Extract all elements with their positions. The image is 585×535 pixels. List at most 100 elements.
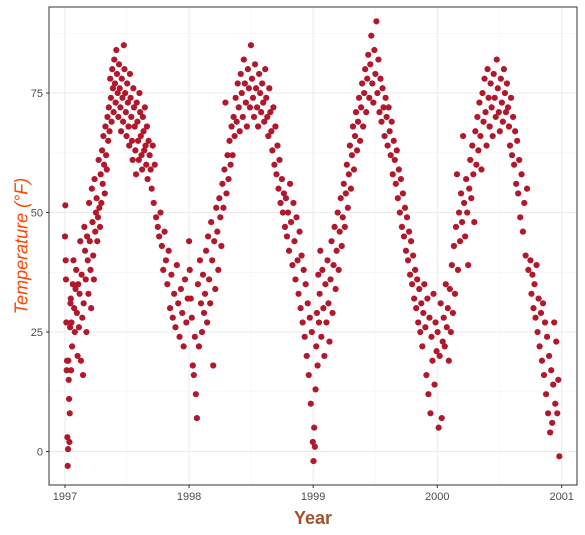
data-point	[490, 70, 497, 78]
data-point	[120, 42, 127, 49]
data-point	[541, 319, 549, 326]
data-point	[211, 238, 218, 245]
data-point	[290, 199, 297, 207]
data-point	[253, 104, 261, 111]
data-point	[149, 142, 156, 149]
data-point	[378, 118, 385, 125]
data-point	[73, 266, 80, 273]
data-point	[238, 89, 245, 97]
data-point	[197, 300, 205, 307]
data-point	[315, 271, 322, 278]
data-point	[311, 424, 318, 431]
data-point	[64, 434, 71, 441]
data-point	[318, 333, 325, 340]
data-point	[555, 376, 562, 383]
data-point	[90, 276, 97, 283]
data-point	[188, 314, 195, 321]
data-point	[215, 266, 222, 273]
y-axis: 0 25 50 75	[31, 88, 49, 459]
data-point	[550, 381, 557, 388]
data-point	[365, 51, 372, 58]
data-point	[515, 190, 522, 197]
data-point	[192, 391, 199, 398]
data-point	[442, 281, 449, 288]
data-point	[196, 257, 204, 264]
data-point	[485, 94, 492, 101]
data-point	[269, 147, 276, 154]
data-point	[366, 94, 373, 101]
data-point	[195, 343, 203, 350]
data-point	[96, 204, 103, 211]
data-point	[139, 166, 146, 173]
data-point	[127, 94, 134, 101]
data-point	[345, 171, 352, 178]
data-point	[65, 357, 72, 364]
data-point	[300, 266, 307, 273]
data-point	[384, 142, 391, 149]
data-point	[169, 314, 176, 321]
data-point	[105, 137, 112, 144]
data-point	[70, 257, 77, 264]
data-point	[103, 166, 110, 173]
data-point	[63, 367, 70, 374]
data-point	[216, 195, 223, 202]
data-point	[416, 285, 423, 293]
data-point	[180, 343, 187, 350]
data-point	[383, 113, 390, 121]
data-point	[465, 262, 472, 269]
data-point	[219, 180, 226, 187]
data-point	[367, 61, 374, 68]
data-point	[339, 214, 346, 221]
data-point	[268, 128, 275, 135]
data-point	[542, 391, 550, 398]
data-point	[141, 104, 148, 111]
data-point	[326, 338, 333, 345]
data-point	[66, 438, 73, 446]
data-point	[424, 295, 431, 302]
data-point	[492, 113, 499, 121]
data-point	[525, 266, 532, 273]
data-point	[350, 166, 358, 173]
data-point	[92, 209, 100, 216]
data-point	[114, 89, 121, 97]
data-point	[102, 123, 109, 130]
data-point	[267, 109, 274, 116]
data-point	[363, 109, 370, 116]
data-point	[358, 104, 365, 111]
data-point	[533, 262, 540, 269]
data-point	[251, 61, 259, 68]
data-point	[242, 99, 249, 106]
data-point	[132, 171, 140, 178]
data-point	[235, 104, 242, 111]
data-point	[271, 161, 278, 168]
data-point	[423, 371, 430, 379]
data-point	[312, 386, 319, 393]
data-point	[330, 262, 337, 269]
data-point	[523, 185, 531, 192]
data-point	[543, 333, 551, 340]
data-point	[187, 295, 194, 302]
data-point	[396, 209, 403, 216]
data-point	[213, 204, 220, 211]
data-point	[234, 80, 241, 87]
data-point	[279, 209, 287, 216]
data-point	[157, 209, 164, 216]
data-point	[472, 128, 479, 135]
data-point	[369, 80, 376, 87]
data-point	[375, 56, 382, 63]
data-point	[302, 281, 309, 288]
data-point	[212, 285, 219, 293]
data-point	[453, 171, 461, 178]
data-point	[329, 309, 336, 317]
data-point	[154, 223, 161, 230]
data-point	[311, 443, 318, 450]
x-axis: 1997 1998 1999 2000 2001	[53, 485, 574, 503]
data-point	[324, 257, 331, 264]
data-point	[62, 257, 69, 264]
data-point	[298, 252, 305, 259]
data-point	[315, 319, 323, 326]
data-point	[518, 171, 525, 178]
data-point	[287, 219, 295, 226]
data-point	[356, 137, 364, 144]
data-point	[91, 175, 98, 183]
